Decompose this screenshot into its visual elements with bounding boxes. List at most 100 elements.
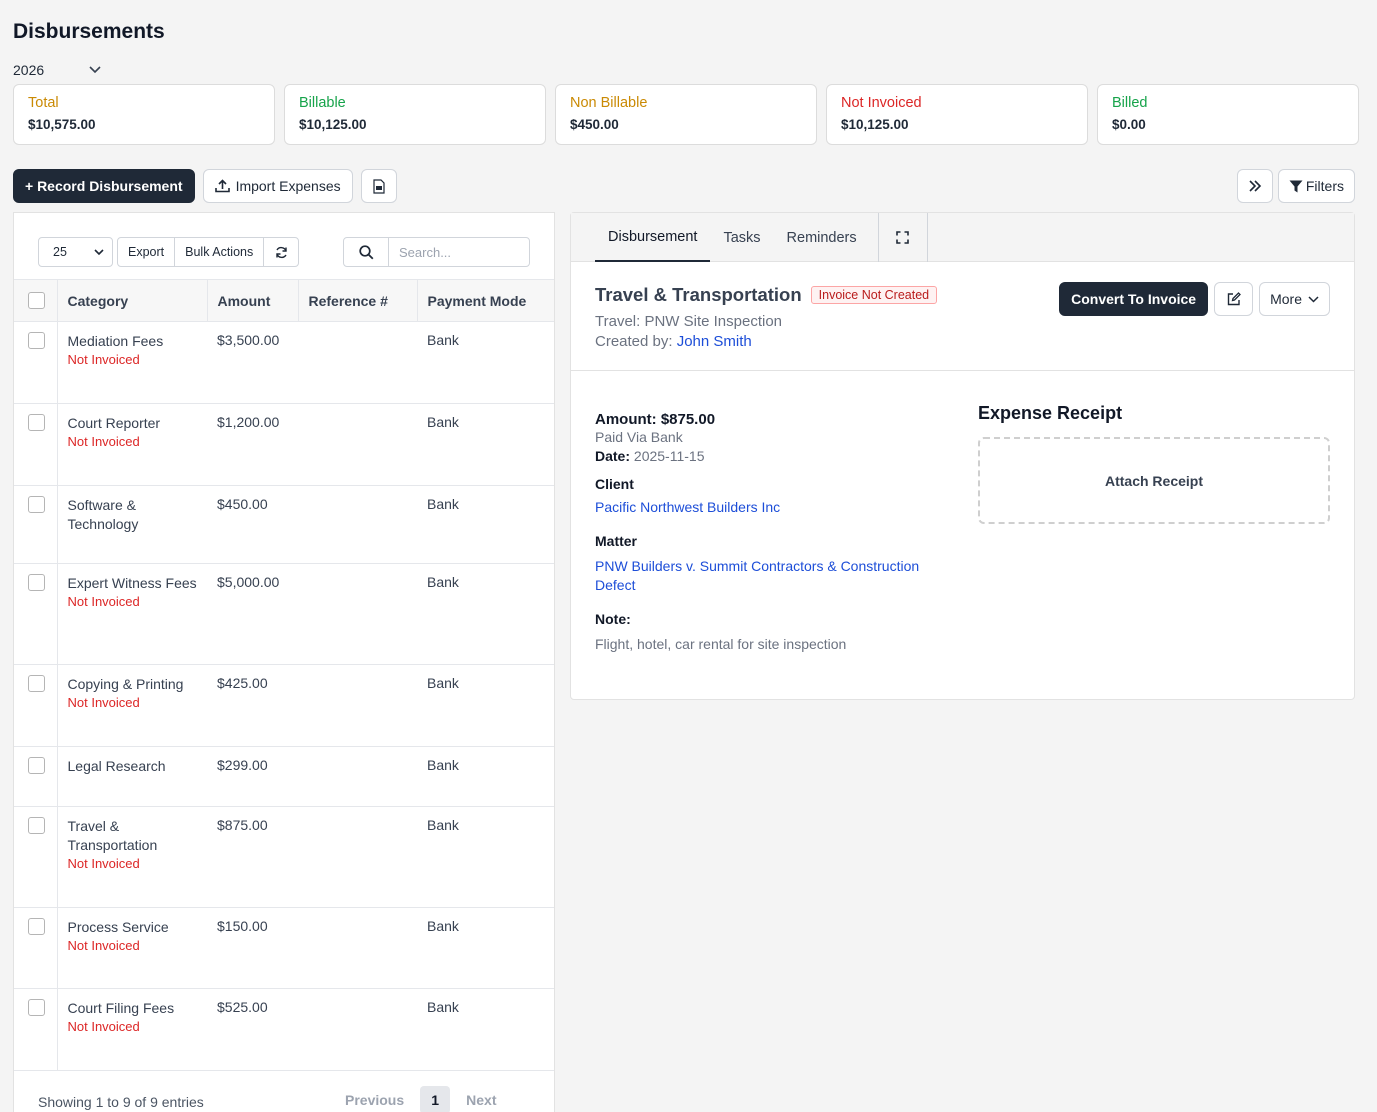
- detail-title: Travel & Transportation: [595, 284, 802, 305]
- table-row[interactable]: Software & Technology $450.00 Bank: [14, 485, 554, 564]
- attach-receipt-dropzone[interactable]: Attach Receipt: [978, 437, 1330, 524]
- table-row[interactable]: Mediation Fees Not Invoiced $3,500.00 Ban…: [14, 321, 554, 404]
- category-cell: Expert Witness Fees Not Invoiced: [57, 563, 207, 665]
- payment-mode-cell: Bank: [417, 403, 554, 486]
- select-all-checkbox[interactable]: [28, 292, 45, 309]
- date-label: Date:: [595, 448, 631, 464]
- row-select-cell: [14, 806, 58, 908]
- stat-value: $10,575.00: [28, 117, 96, 132]
- reference-cell: [298, 806, 417, 908]
- filters-button[interactable]: Filters: [1277, 169, 1355, 203]
- tab-reminders[interactable]: Reminders: [786, 229, 857, 246]
- row-checkbox[interactable]: [28, 414, 45, 431]
- table-row[interactable]: Travel & Transportation Not Invoiced $875…: [14, 806, 554, 908]
- row-checkbox[interactable]: [28, 918, 45, 935]
- row-checkbox[interactable]: [28, 757, 45, 774]
- category-name: Process Service: [67, 919, 169, 935]
- matter-link[interactable]: PNW Builders v. Summit Contractors & Con…: [595, 558, 920, 593]
- page-size-value: 25: [53, 245, 67, 259]
- previous-page-button[interactable]: Previous: [345, 1092, 405, 1108]
- pdf-export-button[interactable]: [360, 169, 397, 203]
- edit-icon: [1227, 292, 1241, 306]
- amount-cell: $150.00: [207, 907, 298, 989]
- reference-cell: [298, 563, 417, 665]
- stat-label: Billable: [299, 95, 346, 111]
- detail-actions: Convert To Invoice More: [1059, 282, 1330, 316]
- fullscreen-icon: [896, 231, 909, 244]
- search-button[interactable]: [344, 238, 389, 266]
- export-button[interactable]: Export: [118, 238, 176, 266]
- edit-button[interactable]: [1214, 282, 1254, 316]
- refresh-button[interactable]: [264, 238, 298, 266]
- invoice-status: Not Invoiced: [67, 938, 140, 953]
- payment-mode-cell: Bank: [417, 664, 554, 747]
- payment-mode-cell: Bank: [417, 563, 554, 665]
- fullscreen-button[interactable]: [877, 213, 928, 262]
- row-checkbox[interactable]: [28, 817, 45, 834]
- chevron-down-icon: [1308, 295, 1319, 303]
- row-checkbox[interactable]: [28, 496, 45, 513]
- note-label: Note:: [595, 611, 631, 627]
- search-input[interactable]: Search...: [399, 244, 452, 260]
- category-cell: Travel & Transportation Not Invoiced: [57, 806, 207, 908]
- column-header-amount[interactable]: Amount: [207, 279, 299, 322]
- tab-tasks[interactable]: Tasks: [723, 229, 761, 246]
- date-value: 2025-11-15: [633, 448, 705, 464]
- reference-cell: [298, 907, 417, 989]
- record-disbursement-button[interactable]: + Record Disbursement: [13, 169, 195, 203]
- client-link[interactable]: Pacific Northwest Builders Inc: [595, 499, 781, 515]
- expand-panel-button[interactable]: [1236, 169, 1273, 203]
- category-name: Legal Research: [67, 758, 166, 774]
- next-page-button[interactable]: Next: [466, 1092, 497, 1108]
- stat-card-not-invoiced: Not Invoiced $10,125.00: [826, 84, 1088, 145]
- column-header-reference[interactable]: Reference #: [298, 279, 418, 322]
- row-checkbox[interactable]: [28, 332, 45, 349]
- amount-text: Amount: $875.00: [595, 411, 716, 428]
- detail-tabs: Disbursement Tasks Reminders: [571, 213, 1354, 262]
- import-expenses-button[interactable]: Import Expenses: [202, 169, 353, 203]
- bulk-actions-button[interactable]: Bulk Actions: [175, 238, 265, 266]
- category-cell: Process Service Not Invoiced: [57, 907, 207, 989]
- stat-value: $10,125.00: [299, 117, 367, 132]
- search-box: Search...: [343, 237, 530, 267]
- payment-mode-cell: Bank: [417, 321, 554, 404]
- double-chevron-right-icon: [1249, 180, 1262, 192]
- filters-label: Filters: [1305, 178, 1344, 194]
- table-row[interactable]: Court Filing Fees Not Invoiced $525.00 Ba…: [14, 988, 554, 1071]
- reference-cell: [298, 403, 417, 486]
- reference-cell: [298, 746, 417, 807]
- table-row[interactable]: Expert Witness Fees Not Invoiced $5,000.0…: [14, 563, 554, 665]
- invoice-status: Not Invoiced: [67, 856, 140, 871]
- column-header-payment-mode[interactable]: Payment Mode: [417, 279, 554, 322]
- table-row[interactable]: Court Reporter Not Invoiced $1,200.00 Ban…: [14, 403, 554, 486]
- reference-cell: [298, 988, 417, 1071]
- more-menu-button[interactable]: More: [1259, 282, 1330, 316]
- page-size-select[interactable]: 25: [38, 237, 113, 267]
- table-row[interactable]: Copying & Printing Not Invoiced $425.00 B…: [14, 664, 554, 747]
- stat-label: Non Billable: [570, 95, 648, 111]
- row-checkbox[interactable]: [28, 574, 45, 591]
- column-header-category[interactable]: Category: [57, 279, 208, 322]
- detail-info: Amount: $875.00 Paid Via Bank Date: 2025…: [595, 411, 955, 652]
- row-select-cell: [14, 485, 58, 564]
- year-select[interactable]: 2026: [13, 60, 105, 80]
- row-checkbox[interactable]: [28, 675, 45, 692]
- stat-value: $0.00: [1112, 117, 1146, 132]
- search-icon: [358, 244, 373, 259]
- category-name: Copying & Printing: [67, 676, 184, 692]
- table-row[interactable]: Legal Research $299.00 Bank: [14, 746, 554, 807]
- reference-cell: [298, 664, 417, 747]
- invoice-status: Not Invoiced: [67, 695, 140, 710]
- page-1-button[interactable]: 1: [420, 1086, 451, 1112]
- created-by-user-link[interactable]: John Smith: [676, 333, 752, 350]
- row-checkbox[interactable]: [28, 999, 45, 1016]
- convert-to-invoice-button[interactable]: Convert To Invoice: [1059, 282, 1209, 316]
- chevron-down-icon: [89, 66, 101, 74]
- amount-cell: $525.00: [207, 988, 298, 1071]
- expense-receipt-section: Expense Receipt Attach Receipt: [978, 403, 1330, 524]
- category-cell: Mediation Fees Not Invoiced: [57, 321, 207, 404]
- expense-receipt-title: Expense Receipt: [978, 403, 1123, 423]
- amount-cell: $875.00: [207, 806, 298, 908]
- table-row[interactable]: Process Service Not Invoiced $150.00 Bank: [14, 907, 554, 989]
- tab-disbursement[interactable]: Disbursement: [595, 213, 711, 262]
